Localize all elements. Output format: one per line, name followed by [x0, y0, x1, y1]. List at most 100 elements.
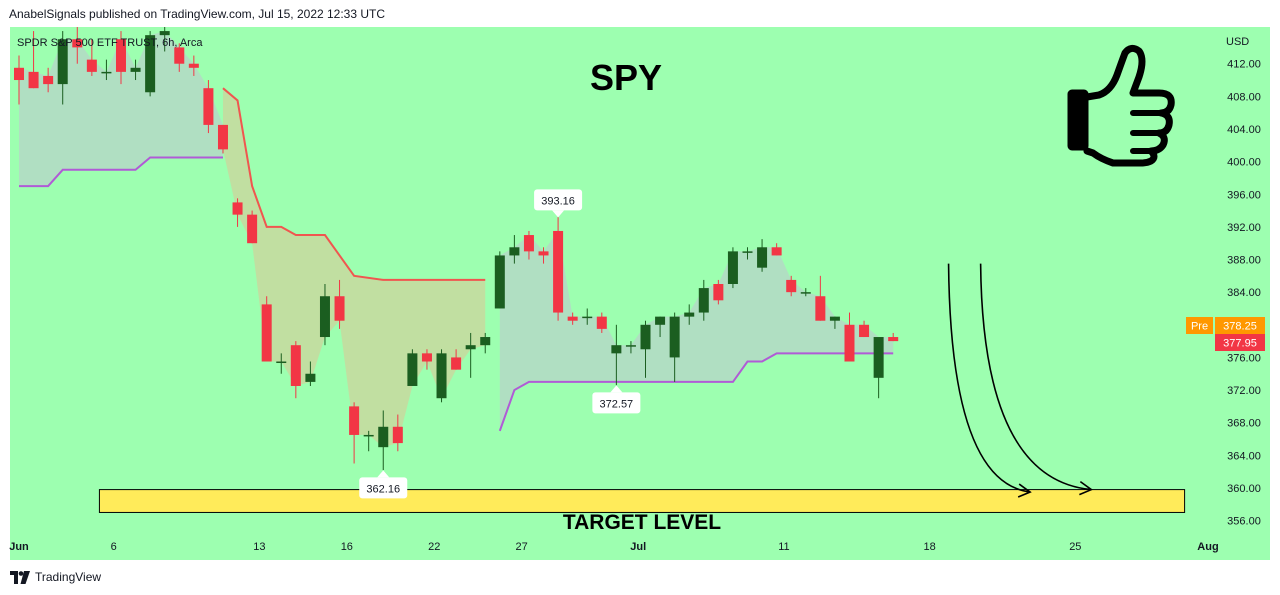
x-tick-label: Jun: [9, 541, 29, 553]
candle-body: [815, 296, 826, 321]
y-tick-label: 360.00: [1227, 483, 1261, 495]
x-tick-label: 13: [253, 541, 265, 553]
candle-body: [611, 345, 622, 354]
candle: [14, 55, 24, 105]
candle-body: [742, 251, 753, 253]
candle-body: [261, 304, 272, 362]
price-callout: 393.16: [534, 189, 583, 218]
candle: [523, 230, 534, 260]
chart-background: [10, 27, 1270, 560]
candle-body: [188, 63, 199, 68]
candle: [815, 275, 826, 321]
candle: [159, 27, 170, 52]
callout-pointer: [552, 210, 565, 218]
candle-body: [130, 67, 141, 72]
candle-body: [888, 337, 899, 342]
candle-body: [290, 345, 301, 386]
candle-body: [684, 312, 695, 317]
callout-box: [359, 477, 408, 499]
candle-body: [538, 251, 549, 256]
upper-band-line: [222, 87, 486, 281]
candle: [101, 59, 112, 81]
candle: [698, 279, 709, 321]
candle-body: [174, 47, 185, 64]
candle-body: [72, 39, 83, 48]
candle: [800, 288, 811, 297]
candle: [290, 341, 301, 399]
candle-body: [829, 316, 840, 321]
candle: [888, 332, 899, 342]
y-tick-label: 376.00: [1227, 352, 1261, 364]
candle-body: [625, 345, 636, 347]
candle: [509, 235, 520, 264]
projection-arrow-1: [947, 263, 1031, 493]
x-tick-label: Jul: [630, 541, 646, 553]
svg-text:377.95: 377.95: [1223, 338, 1257, 350]
candle-body: [509, 247, 520, 256]
candle: [742, 247, 753, 260]
price-callout: 372.57: [592, 385, 641, 414]
y-tick-label: 392.00: [1227, 222, 1261, 234]
candle: [72, 27, 83, 64]
y-tick-label: 396.00: [1227, 189, 1261, 201]
upper-band-fill: [222, 88, 486, 448]
candle: [436, 349, 447, 403]
x-tick-label: 22: [428, 541, 440, 553]
candle-body: [873, 337, 884, 378]
tradingview-footer[interactable]: TradingView: [10, 570, 101, 584]
candle-body: [494, 255, 505, 309]
lower-band-fill-2: [499, 230, 894, 431]
candle: [611, 324, 622, 386]
candle-body: [349, 406, 360, 435]
candle-body: [115, 39, 126, 72]
y-tick-label: 388.00: [1227, 255, 1261, 267]
candle-body: [14, 67, 24, 81]
target-zone-layer: [98, 489, 1186, 513]
y-tick-label: 408.00: [1227, 91, 1261, 103]
candle: [421, 349, 432, 370]
lower-band-line: [19, 156, 223, 188]
candle: [86, 39, 97, 76]
candle: [713, 279, 724, 305]
candle-body: [276, 361, 287, 364]
candle-body: [247, 214, 258, 244]
lower-band-fill: [19, 31, 223, 187]
band-lines-layer: [19, 87, 894, 432]
target-level-zone: [98, 489, 1186, 513]
candle-body: [713, 284, 724, 301]
candle: [786, 275, 797, 297]
candle-body: [480, 337, 491, 346]
candle-body: [698, 288, 709, 313]
candle-body: [844, 324, 855, 362]
arrow-head-icon: [1079, 480, 1093, 496]
candle: [553, 217, 564, 321]
last-price-badge: 377.95: [1215, 334, 1265, 351]
candle-body: [28, 71, 39, 89]
candle-body: [319, 296, 330, 338]
candle: [859, 320, 870, 338]
candle: [829, 316, 840, 329]
tradingview-logo-icon: [10, 570, 30, 584]
candle: [465, 332, 476, 378]
candle-body: [101, 71, 112, 74]
candle-body: [203, 88, 214, 125]
candle: [669, 312, 680, 382]
arrow-head-icon: [1017, 483, 1032, 498]
currency-label: USD: [1226, 36, 1249, 48]
candle: [582, 308, 593, 325]
candle: [407, 349, 418, 386]
candle: [392, 414, 403, 452]
candle-body: [582, 316, 593, 319]
candle-body: [757, 247, 768, 268]
candle-body: [859, 324, 870, 338]
candle: [145, 31, 156, 97]
price-callouts-layer: 393.16 372.57 362.16: [359, 189, 641, 499]
callout-pointer: [610, 385, 623, 393]
candle: [188, 55, 199, 76]
candle: [494, 251, 505, 309]
candle: [378, 410, 389, 471]
candle-body: [553, 230, 564, 313]
lower-band-line-2: [498, 352, 894, 432]
candle-body: [217, 124, 228, 150]
